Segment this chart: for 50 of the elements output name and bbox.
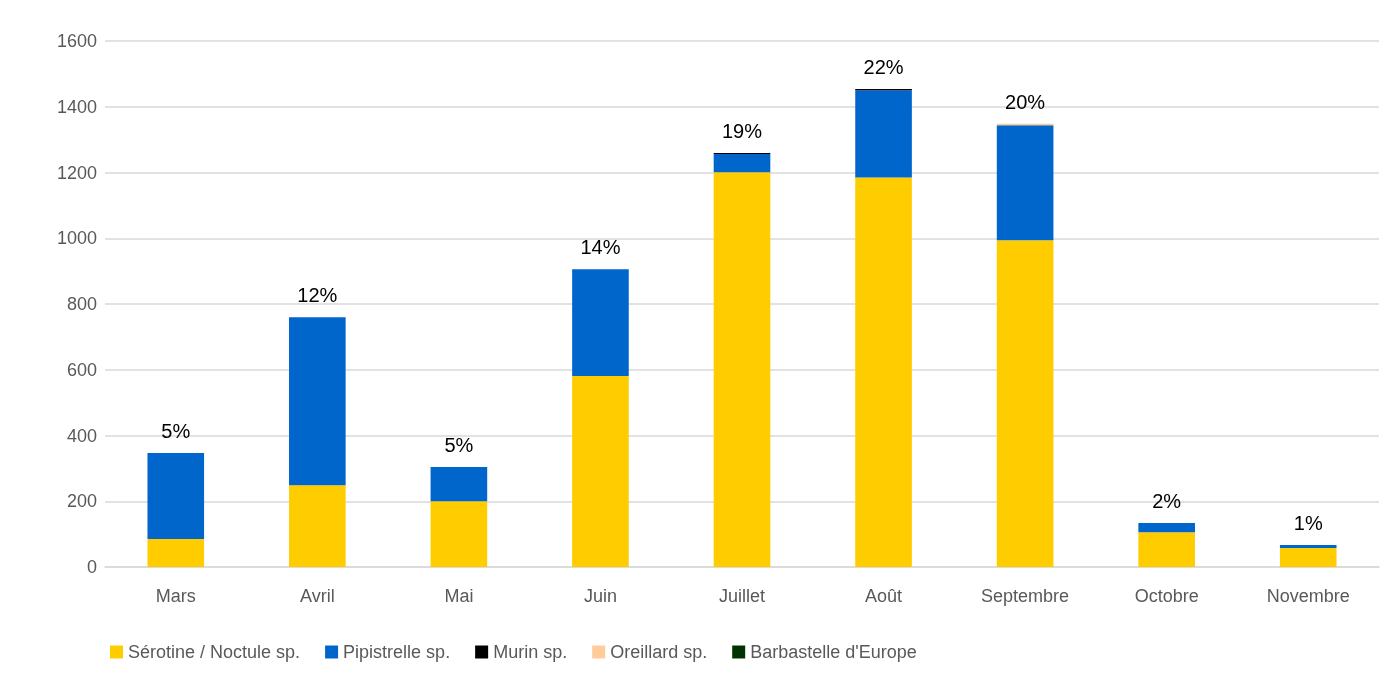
bar <box>855 90 912 178</box>
y-tick-label: 600 <box>66 359 97 380</box>
y-tick-label: 1400 <box>56 96 97 117</box>
x-tick-label: Juin <box>583 586 617 606</box>
y-tick-label: 0 <box>86 557 97 577</box>
y-tick-label: 200 <box>66 491 97 512</box>
annotation: 5% <box>444 434 474 457</box>
bar <box>996 240 1054 567</box>
bar <box>572 269 629 376</box>
bar <box>430 501 488 567</box>
x-tick-label: Juillet <box>718 586 766 606</box>
x-tick-label: Mars <box>155 586 196 606</box>
y-tick-label: 1200 <box>56 162 97 183</box>
y-tick-label: 800 <box>66 294 97 314</box>
y-tick-label: 1000 <box>56 228 97 249</box>
annotation: 20% <box>1005 90 1046 113</box>
bar <box>855 177 912 567</box>
x-tick-label: Septembre <box>981 586 1070 606</box>
bar <box>996 125 1054 241</box>
bar <box>713 154 771 173</box>
annotation: 19% <box>721 120 763 143</box>
x-tick-label: Avril <box>299 586 335 606</box>
bar <box>572 376 629 567</box>
legend-label: Sérotine / Noctule sp. <box>128 642 301 662</box>
bar <box>1138 532 1195 567</box>
bar <box>1138 522 1195 533</box>
legend-label: Barbastelle d'Europe <box>750 642 917 662</box>
x-tick-label: Août <box>865 586 903 606</box>
x-tick-label: Octobre <box>1134 586 1199 606</box>
bar <box>1279 547 1337 567</box>
annotation: 12% <box>297 284 338 307</box>
bar <box>147 452 205 540</box>
annotation: 2% <box>1152 489 1182 512</box>
x-tick-label: Novembre <box>1266 586 1350 606</box>
annotation: 1% <box>1293 511 1323 534</box>
bar <box>713 172 771 567</box>
legend-label: Pipistrelle sp. <box>343 642 451 662</box>
legend-label: Murin sp. <box>493 642 568 662</box>
bar <box>147 539 205 567</box>
bar <box>1279 544 1337 548</box>
legend-label: Oreillard sp. <box>610 642 708 662</box>
annotation: 14% <box>580 236 621 259</box>
annotation: 5% <box>161 419 191 442</box>
bar <box>289 485 346 567</box>
annotation: 22% <box>863 56 904 78</box>
y-tick-label: 400 <box>66 425 97 446</box>
bar <box>430 467 488 502</box>
y-tick-label: 1600 <box>56 31 97 51</box>
x-tick-label: Mai <box>444 586 474 606</box>
bar <box>289 317 346 486</box>
